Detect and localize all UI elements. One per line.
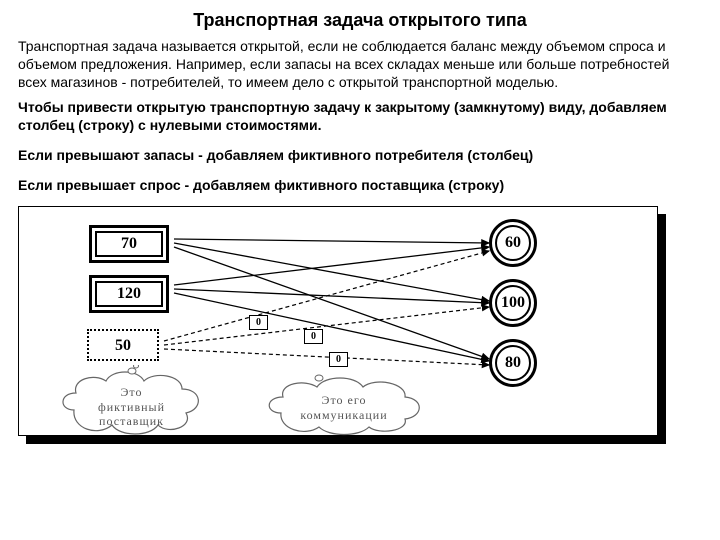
consumer-value-2: 100 bbox=[495, 285, 531, 321]
cloud2-l2: коммуникации bbox=[300, 408, 387, 422]
cloud-2-text: Это его коммуникации bbox=[259, 393, 429, 422]
supplier-box-1: 70 bbox=[89, 225, 169, 263]
zero-cost-1: 0 bbox=[249, 315, 268, 330]
supplier-box-2: 120 bbox=[89, 275, 169, 313]
consumer-value-3: 80 bbox=[495, 345, 531, 381]
supplier-value-2: 120 bbox=[95, 281, 163, 307]
zero-cost-2: 0 bbox=[304, 329, 323, 344]
diagram-container: 70 120 50 0 0 0 60 100 80 Это ф bbox=[18, 206, 702, 436]
paragraph-rule: Чтобы привести открытую транспортную зад… bbox=[18, 98, 702, 134]
paragraph-demand-exceeds: Если превышает спрос - добавляем фиктивн… bbox=[18, 176, 702, 194]
cloud1-l1: Это bbox=[120, 385, 142, 399]
zero-cost-3: 0 bbox=[329, 352, 348, 367]
cloud-1-text: Это фиктивный поставщик bbox=[54, 385, 209, 428]
consumer-ring-3: 80 bbox=[489, 339, 537, 387]
dummy-supplier-box: 50 bbox=[87, 329, 159, 361]
dummy-supplier-value: 50 bbox=[115, 337, 131, 354]
cloud1-l3: поставщик bbox=[99, 414, 164, 428]
page-title: Транспортная задача открытого типа bbox=[18, 10, 702, 31]
cloud1-l2: фиктивный bbox=[98, 400, 165, 414]
consumer-ring-2: 100 bbox=[489, 279, 537, 327]
consumer-value-1: 60 bbox=[495, 225, 531, 261]
supplier-value-1: 70 bbox=[95, 231, 163, 257]
cloud2-l1: Это его bbox=[322, 393, 367, 407]
consumer-ring-1: 60 bbox=[489, 219, 537, 267]
diagram: 70 120 50 0 0 0 60 100 80 Это ф bbox=[18, 206, 658, 436]
paragraph-intro: Транспортная задача называется открытой,… bbox=[18, 37, 702, 92]
paragraph-supply-exceeds: Если превышают запасы - добавляем фиктив… bbox=[18, 146, 702, 164]
